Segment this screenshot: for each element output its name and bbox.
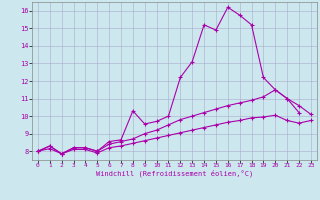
- X-axis label: Windchill (Refroidissement éolien,°C): Windchill (Refroidissement éolien,°C): [96, 170, 253, 177]
